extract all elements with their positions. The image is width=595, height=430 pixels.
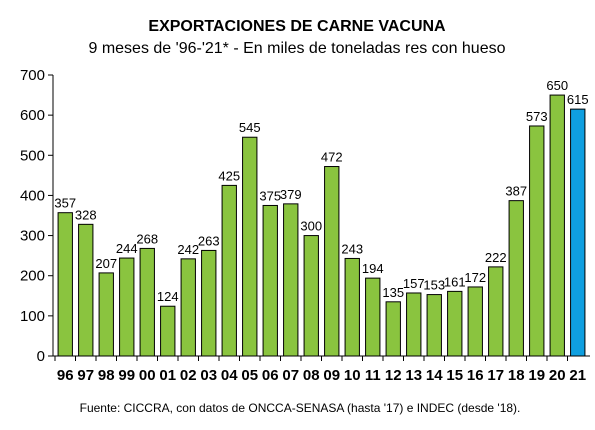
y-tick-label: 0 (37, 348, 45, 365)
bar-08 (303, 235, 319, 357)
bar-07 (283, 203, 299, 357)
value-label-03: 263 (198, 233, 220, 248)
value-label-13: 157 (403, 276, 425, 291)
value-label-07: 379 (280, 187, 302, 202)
x-tick-label-16: 16 (467, 367, 484, 384)
value-label-17: 222 (485, 250, 507, 265)
x-tick-label-17: 17 (487, 367, 504, 384)
value-label-01: 124 (157, 289, 179, 304)
x-tick-label-12: 12 (385, 367, 402, 384)
x-tick-label-08: 08 (303, 367, 320, 384)
x-tick-label-20: 20 (549, 367, 566, 384)
x-tick-label-13: 13 (405, 367, 422, 384)
bar-18 (508, 200, 524, 357)
value-label-15: 161 (444, 274, 466, 289)
x-tick-label-05: 05 (241, 367, 258, 384)
bar-03 (201, 249, 217, 357)
x-tick-label-18: 18 (508, 367, 525, 384)
bar-02 (180, 258, 196, 357)
value-label-14: 153 (423, 278, 445, 293)
value-label-16: 172 (464, 270, 486, 285)
x-tick-label-01: 01 (159, 367, 176, 384)
bar-12 (385, 301, 401, 357)
bar-05 (242, 136, 258, 357)
bar-99 (119, 257, 135, 357)
x-tick-label-04: 04 (221, 367, 238, 384)
value-label-99: 244 (116, 241, 138, 256)
x-tick-label-15: 15 (446, 367, 463, 384)
x-tick-label-99: 99 (118, 367, 135, 384)
x-tick-label-03: 03 (200, 367, 217, 384)
x-tick-label-02: 02 (180, 367, 197, 384)
bar-11 (365, 277, 381, 357)
bar-04 (221, 184, 237, 357)
bar-01 (160, 305, 176, 357)
value-label-02: 242 (177, 242, 199, 257)
bar-97 (78, 223, 94, 357)
bar-10 (344, 257, 360, 357)
bar-15 (447, 290, 463, 357)
value-label-06: 375 (259, 188, 281, 203)
bar-20 (549, 94, 565, 357)
value-label-21: 615 (567, 92, 589, 107)
value-label-97: 328 (75, 207, 97, 222)
value-label-09: 472 (321, 150, 343, 165)
bar-17 (488, 266, 504, 357)
value-label-12: 135 (382, 285, 404, 300)
value-label-11: 194 (362, 261, 384, 276)
x-tick-label-06: 06 (262, 367, 279, 384)
bar-13 (406, 292, 422, 357)
y-tick-label: 100 (20, 308, 45, 325)
chart-title: EXPORTACIONES DE CARNE VACUNA (148, 18, 446, 35)
value-label-08: 300 (300, 219, 322, 234)
value-label-04: 425 (218, 168, 240, 183)
x-tick-label-11: 11 (365, 367, 381, 384)
value-label-18: 387 (505, 184, 527, 199)
y-tick-label: 700 (20, 67, 45, 84)
bar-16 (467, 286, 483, 357)
bar-98 (98, 272, 114, 357)
x-tick-label-98: 98 (98, 367, 115, 384)
x-tick-label-10: 10 (344, 367, 361, 384)
bar-06 (262, 204, 278, 357)
value-label-10: 243 (341, 241, 363, 256)
x-tick-label-14: 14 (426, 367, 443, 384)
bar-21 (570, 108, 586, 357)
y-tick-label: 200 (20, 268, 45, 285)
value-label-96: 357 (54, 196, 76, 211)
chart-subtitle: 9 meses de '96-'21* - En miles de tonela… (88, 40, 505, 57)
x-tick-label-09: 09 (323, 367, 340, 384)
y-tick-label: 400 (20, 187, 45, 204)
bar-09 (324, 166, 340, 357)
x-tick-label-19: 19 (528, 367, 545, 384)
bar-14 (426, 294, 442, 357)
value-label-98: 207 (95, 256, 117, 271)
value-label-05: 545 (239, 120, 261, 135)
value-label-19: 573 (526, 109, 548, 124)
x-tick-label-07: 07 (282, 367, 299, 384)
x-axis-ticks: 96 97 98 99 00 01 02 03 04 05 06 07 08 09 10 11 12 13 14 15… (54, 356, 586, 384)
y-tick-label: 300 (20, 228, 45, 245)
x-tick-label-96: 96 (57, 367, 74, 384)
value-label-20: 650 (546, 78, 568, 93)
x-tick-label-00: 00 (139, 367, 156, 384)
x-tick-label-97: 97 (77, 367, 94, 384)
y-axis-ticks: 0 100 200 300 400 500 600 700 (20, 67, 53, 365)
bar-00 (139, 247, 155, 357)
value-label-00: 268 (136, 231, 158, 246)
bar-96 (57, 212, 73, 357)
y-tick-label: 600 (20, 107, 45, 124)
y-tick-label: 500 (20, 147, 45, 164)
x-tick-label-21: 21 (569, 367, 586, 384)
chart-source: Fuente: CICCRA, con datos de ONCCA-SENAS… (80, 401, 521, 415)
bar-19 (529, 125, 545, 357)
